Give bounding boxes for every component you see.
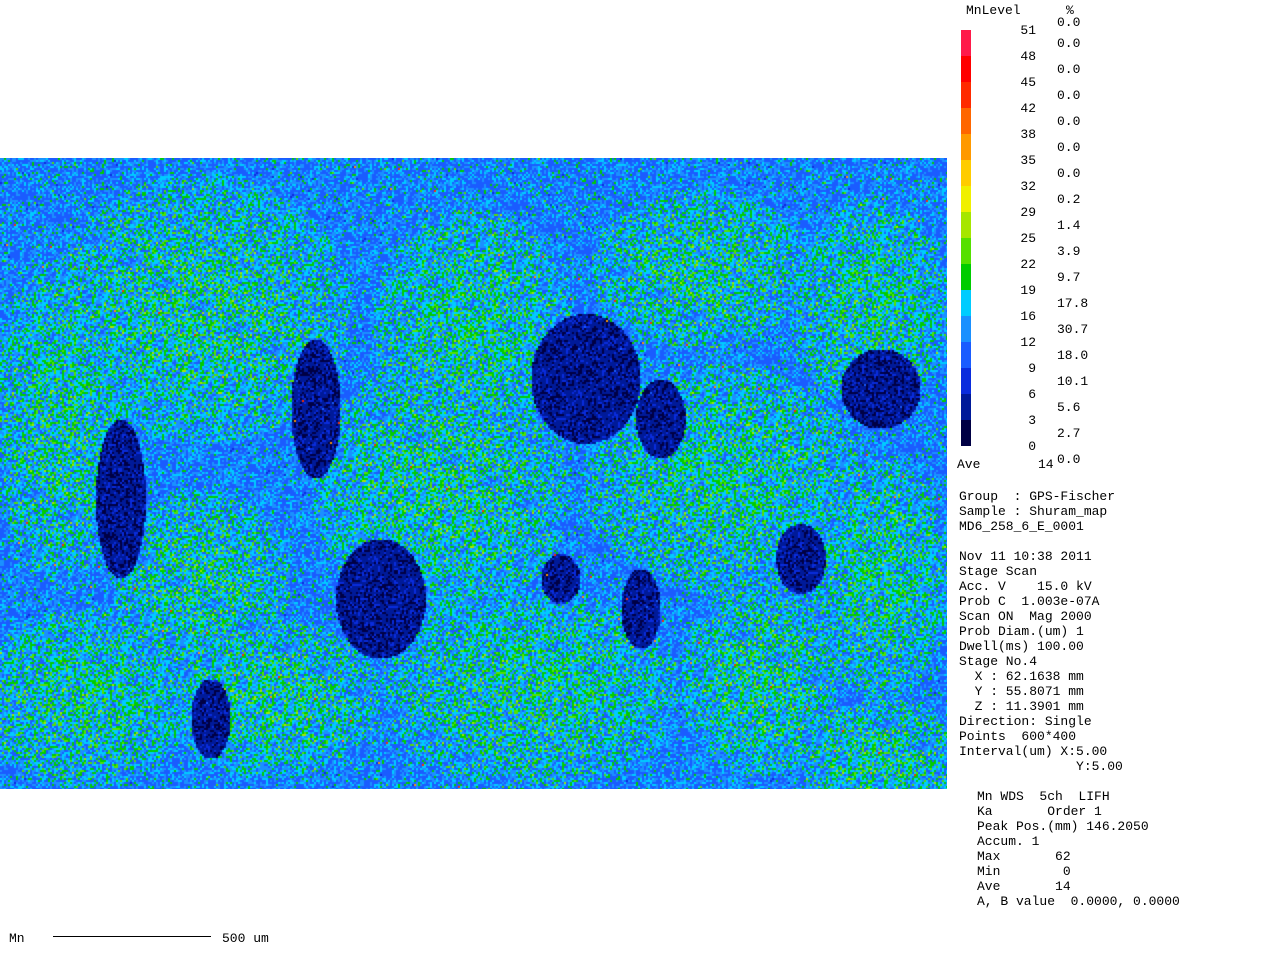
color-scale-segment [961, 238, 971, 264]
info-line: Z : 11.3901 mm [959, 699, 1084, 714]
legend-percent-value: 5.6 [1057, 400, 1081, 415]
acquisition-info: Group : GPS-Fischer Sample : Shuram_map MD… [959, 489, 1123, 774]
info-line: Acc. V 15.0 kV [959, 579, 1092, 594]
legend-ave-label: Ave [957, 457, 981, 472]
legend-level-value: 19 [1020, 283, 1036, 298]
legend-level-value: 38 [1020, 127, 1036, 142]
wds-line: A, B value 0.0000, 0.0000 [977, 894, 1180, 909]
color-scale-segment [961, 368, 971, 394]
legend-percent-value: 10.1 [1057, 374, 1089, 389]
info-line: Group : GPS-Fischer [959, 489, 1116, 504]
info-line: Nov 11 10:38 2011 [959, 549, 1092, 564]
wds-line: Mn WDS 5ch LIFH [977, 789, 1110, 804]
legend-level-value: 9 [1028, 361, 1036, 376]
color-scale-segment [961, 342, 971, 368]
wds-line: Peak Pos.(mm) 146.2050 [977, 819, 1149, 834]
wds-line: Ka Order 1 [977, 804, 1102, 819]
legend-level-value: 29 [1020, 205, 1036, 220]
legend-percent-value: 30.7 [1057, 322, 1089, 337]
legend-level-value: 42 [1020, 101, 1036, 116]
color-scale-segment [961, 56, 971, 82]
wds-line: Max 62 [977, 849, 1071, 864]
legend-level-value: 51 [1020, 23, 1036, 38]
legend-level-value: 48 [1020, 49, 1036, 64]
color-scale-segment [961, 290, 971, 316]
color-scale-segment [961, 108, 971, 134]
legend-percent-value: 0.0 [1057, 114, 1081, 129]
legend-percent-value: 1.4 [1057, 218, 1081, 233]
color-scale-segment [961, 420, 971, 446]
legend-top-percent: 0.0 [1057, 15, 1081, 30]
color-scale-segment [961, 212, 971, 238]
legend-percent-value: 3.9 [1057, 244, 1081, 259]
legend-level-value: 0 [1028, 439, 1036, 454]
info-line [959, 534, 1123, 549]
legend-level-value: 25 [1020, 231, 1036, 246]
color-scale-segment [961, 394, 971, 420]
info-line: Prob C 1.003e-07A [959, 594, 1100, 609]
legend-level-value: 45 [1020, 75, 1036, 90]
legend-level-header: MnLevel [966, 3, 1021, 18]
legend-level-value: 6 [1028, 387, 1036, 402]
legend-level-value: 12 [1020, 335, 1036, 350]
info-line: Stage No.4 [959, 654, 1038, 669]
legend-percent-value: 0.0 [1057, 452, 1081, 467]
element-label: Mn [9, 931, 25, 946]
info-line: Interval(um) X:5.00 [959, 744, 1108, 759]
info-line: Direction: Single [959, 714, 1092, 729]
scale-bar-label: 500 um [222, 931, 269, 946]
legend-percent-value: 18.0 [1057, 348, 1089, 363]
legend-percent-value: 0.0 [1057, 140, 1081, 155]
color-scale-segment [961, 264, 971, 290]
legend-percent-value: 17.8 [1057, 296, 1089, 311]
info-line: Points 600*400 [959, 729, 1077, 744]
legend-percent-header: % [1066, 3, 1074, 18]
info-line: Dwell(ms) 100.00 [959, 639, 1084, 654]
info-line: MD6_258_6_E_0001 [959, 519, 1084, 534]
scale-bar-line [53, 936, 211, 937]
legend-percent-value: 2.7 [1057, 426, 1081, 441]
element-map[interactable] [0, 158, 947, 789]
color-scale-segment [961, 30, 971, 56]
wds-info: Mn WDS 5ch LIFH Ka Order 1 Peak Pos.(mm) 1… [977, 789, 1180, 909]
legend-percent-value: 0.0 [1057, 36, 1081, 51]
wds-line: Min 0 [977, 864, 1071, 879]
legend-percent-value: 0.0 [1057, 166, 1081, 181]
mn-intensity-map-canvas [0, 158, 947, 789]
color-scale-segment [961, 160, 971, 186]
info-line: Sample : Shuram_map [959, 504, 1108, 519]
legend-percent-value: 0.0 [1057, 62, 1081, 77]
info-line: Stage Scan [959, 564, 1038, 579]
legend-level-value: 32 [1020, 179, 1036, 194]
info-line: Y:5.00 [959, 759, 1123, 774]
color-scale-segment [961, 186, 971, 212]
info-line: Scan ON Mag 2000 [959, 609, 1092, 624]
color-scale-segment [961, 316, 971, 342]
color-scale-segment [961, 82, 971, 108]
color-scale-segment [961, 134, 971, 160]
legend-level-value: 16 [1020, 309, 1036, 324]
legend-ave-value: 14 [1038, 457, 1054, 472]
info-line: X : 62.1638 mm [959, 669, 1084, 684]
info-line: Y : 55.8071 mm [959, 684, 1084, 699]
legend-level-value: 35 [1020, 153, 1036, 168]
wds-line: Ave 14 [977, 879, 1071, 894]
legend-percent-value: 0.2 [1057, 192, 1081, 207]
info-line: Prob Diam.(um) 1 [959, 624, 1084, 639]
wds-line: Accum. 1 [977, 834, 1040, 849]
color-scale-bar [961, 30, 971, 446]
legend-level-value: 3 [1028, 413, 1036, 428]
legend-percent-value: 9.7 [1057, 270, 1081, 285]
legend-percent-value: 0.0 [1057, 88, 1081, 103]
legend-level-value: 22 [1020, 257, 1036, 272]
